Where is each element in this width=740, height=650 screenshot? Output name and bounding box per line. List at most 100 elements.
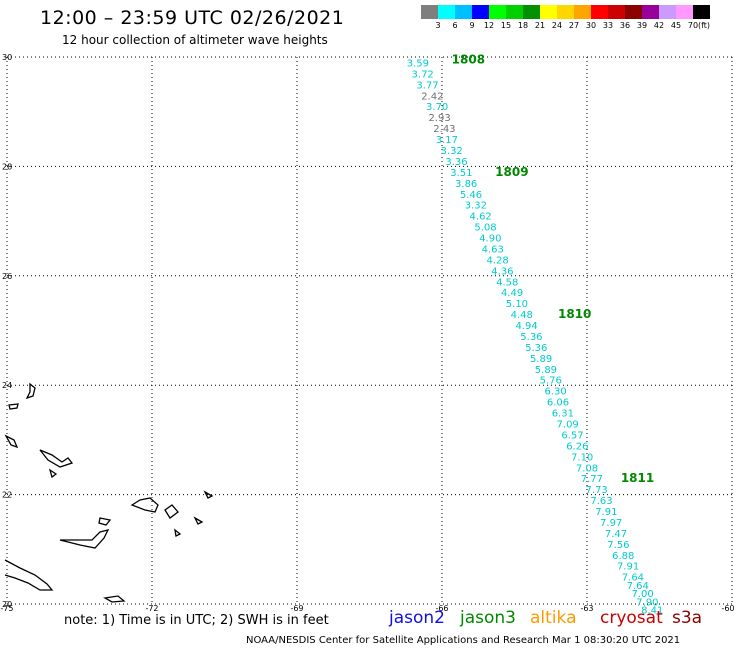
wave-height-point: 7.90 [636,597,658,608]
scale-swatches [421,5,710,19]
wave-height-point: 3.17 [436,135,458,146]
scale-label: 27 [568,21,580,30]
scale-swatch [506,5,523,19]
scale-swatch [489,5,506,19]
coastline-andros [4,434,19,449]
coastline-grand-bahama [8,403,19,410]
scale-swatch [438,5,455,19]
scale-unit: (ft) [697,21,711,30]
scale-labels: 3 6 9 12 15 18 21 24 27 30 33 36 39 42 45 70 (ft) [421,19,710,31]
scale-swatch [608,5,625,19]
pass-number-label: 1809 [495,165,528,179]
wave-height-point: 3.51 [450,168,472,179]
wave-height-point: 2.42 [421,91,443,102]
wave-height-point: 5.89 [535,365,557,376]
scale-label: 15 [500,21,512,30]
wave-height-point: 4.90 [479,234,501,245]
coastline-florida-keys [25,382,36,400]
scale-swatch [557,5,574,19]
scale-swatch [591,5,608,19]
wave-height-point: 4.28 [486,255,508,266]
lon-tick-label: -63 [580,604,593,613]
wave-height-point: 4.58 [496,277,518,288]
wave-height-point: 5.08 [474,223,496,234]
wave-height-point: 2.93 [428,113,450,124]
wave-height-point: 4.94 [515,321,537,332]
scale-label: 33 [602,21,614,30]
wave-height-point: 7.10 [571,452,593,463]
pass-labels: 1808 1809 1810 1811 [452,53,655,485]
coastline-cuba-east [59,529,110,549]
lon-tick-label: -69 [290,604,303,613]
wave-height-point: 3.59 [407,58,429,69]
wave-height-point: 6.88 [612,551,634,562]
scale-label: 45 [670,21,682,30]
pass-number-label: 1810 [558,307,591,321]
wave-height-point: 7.08 [576,463,598,474]
wave-height-point: 6.06 [547,398,569,409]
scale-label: 6 [452,21,458,30]
scale-label: 3 [435,21,441,30]
wave-height-point: 6.57 [561,430,583,441]
wave-height-point: 3.32 [465,201,487,212]
wave-height-point: 4.63 [482,244,504,255]
wave-height-point: 6.30 [544,387,566,398]
scale-swatch [540,5,557,19]
footer: NOAA/NESDIS Center for Satellite Applica… [246,635,681,646]
note: note: 1) Time is in UTC; 2) SWH is in fe… [64,613,329,628]
wave-height-point: 4.48 [511,310,533,321]
lat-tick-label: 20 [2,600,12,609]
wave-height-point: 5.46 [460,190,482,201]
scale-label: 39 [636,21,648,30]
scale-swatch [523,5,540,19]
coastline-exuma [48,468,58,479]
wave-height-point: 5.89 [530,354,552,365]
satellite-cryosat: cryosat [600,608,663,628]
coastline-caicos [164,504,179,519]
lat-tick-label: 26 [2,272,12,281]
coastline [4,382,214,603]
scale-label: 24 [551,21,563,30]
coastline-inagua [98,517,112,526]
wave-height-point: 7.91 [617,562,639,573]
coastline-turks [130,497,159,513]
pass-number-label: 1808 [452,53,485,67]
scale-label: 70 [687,21,699,30]
lat-tick-label: 30 [2,53,12,62]
wave-height-point: 4.49 [501,288,523,299]
subtitle: 12 hour collection of altimeter wave hei… [62,33,328,47]
scale-swatch [472,5,489,19]
wave-height-point: 5.36 [525,343,547,354]
altimeter-track: 3.593.723.772.423.702.932.433.173.323.36… [407,58,664,616]
wave-height-point: 7.91 [595,507,617,518]
scale-swatch [574,5,591,19]
scale-swatch [455,5,472,19]
lon-tick-label: -75 [0,604,13,613]
wave-height-point: 5.76 [540,376,562,387]
lat-tick-label: 28 [2,162,12,171]
wave-height-point: 7.63 [590,496,612,507]
scale-swatch [421,5,438,19]
wave-height-point: 4.36 [491,266,513,277]
graticule [6,56,733,605]
wave-height-point: 3.72 [412,69,434,80]
lon-tick-label: -72 [145,604,158,613]
coastline-small-3 [203,490,214,499]
wave-height-point: 2.43 [433,124,455,135]
satellite-altika: altika [530,608,577,628]
lat-tick-label: 24 [2,381,12,390]
wave-height-point: 3.70 [426,102,448,113]
scale-swatch [693,5,710,19]
scale-label: 42 [653,21,665,30]
scale-label: 30 [585,21,597,30]
scale-label: 9 [469,21,475,30]
wave-height-point: 7.97 [600,518,622,529]
wave-height-scale: 3 6 9 12 15 18 21 24 27 30 33 36 39 42 45 70 (ft) [421,5,710,31]
coastline-hispaniola [103,595,126,603]
satellite-jason3: jason3 [460,608,516,628]
satellite-jason2: jason2 [389,608,445,628]
axis-tick-labels: -75 -72 -69 -66 -63 -60 30 28 26 24 22 20 [0,53,734,613]
wave-height-point: 6.31 [552,409,574,420]
wave-height-point: 8.41 [641,605,663,616]
wave-height-point: 7.00 [631,589,653,600]
